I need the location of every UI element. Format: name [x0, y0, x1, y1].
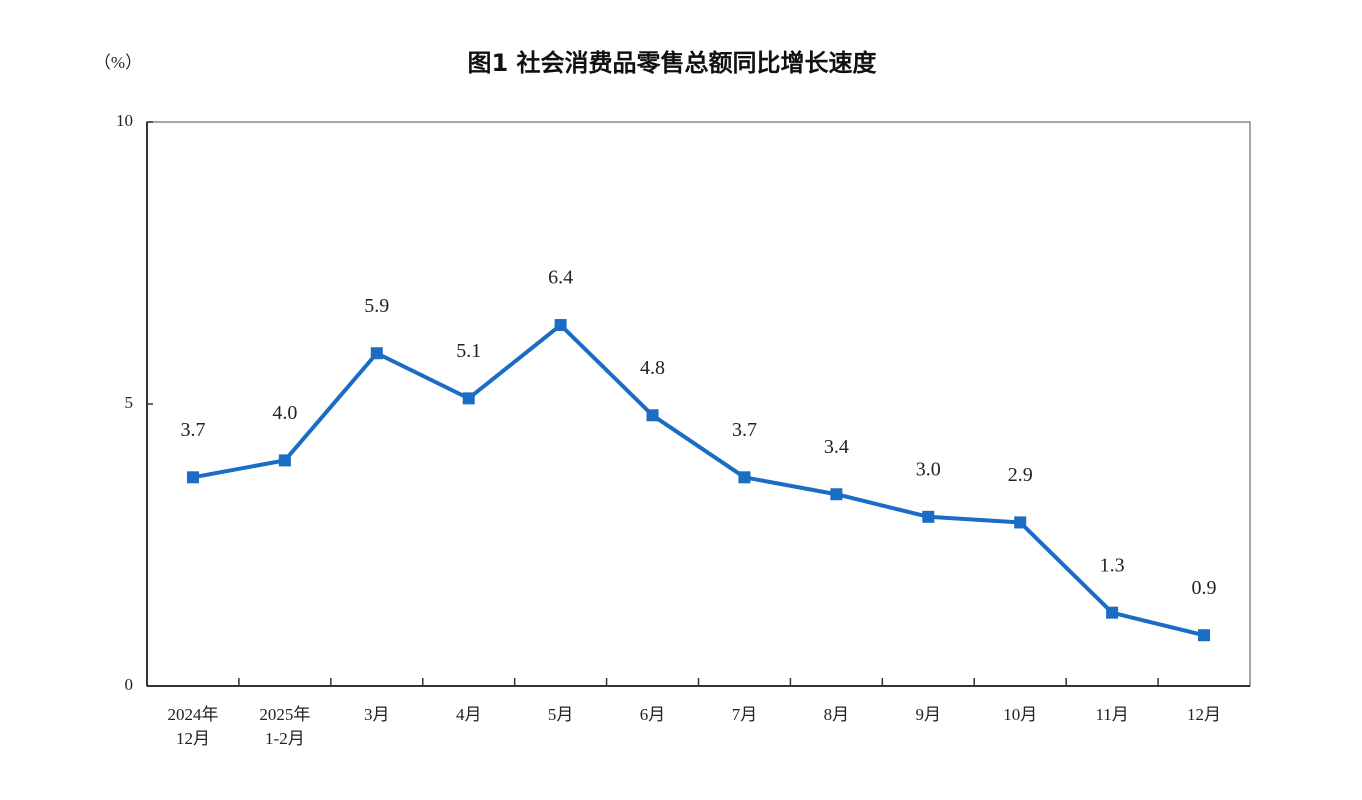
x-tick-label: 6月	[640, 705, 666, 724]
data-label: 3.7	[732, 419, 757, 441]
x-tick-label: 9月	[916, 705, 942, 724]
y-tick-label: 0	[125, 675, 134, 694]
marker	[738, 471, 751, 484]
marker	[1014, 516, 1027, 529]
series-line	[192, 323, 1205, 638]
y-axis-label: （%）	[94, 53, 142, 72]
data-label: 1.3	[1100, 554, 1125, 576]
marker	[646, 409, 659, 422]
marker	[370, 347, 383, 360]
marker	[462, 392, 475, 405]
marker	[1198, 629, 1211, 642]
x-tick-label: 12月	[1187, 705, 1221, 724]
marker	[554, 319, 567, 332]
marker	[278, 454, 291, 467]
marker	[830, 488, 843, 501]
x-tick-label: 5月	[548, 705, 574, 724]
marker	[186, 471, 199, 484]
data-label: 2.9	[1008, 464, 1033, 486]
data-label: 0.9	[1192, 577, 1217, 599]
x-tick-label: 2025年 1-2月	[259, 705, 310, 748]
y-tick-label: 5	[125, 393, 134, 412]
data-label: 6.4	[548, 267, 573, 289]
x-tick-label: 11月	[1095, 705, 1128, 724]
chart-title: 图1 社会消费品零售总额同比增长速度	[467, 49, 877, 77]
plot-frame	[146, 121, 1251, 687]
x-tick-label: 4月	[456, 705, 482, 724]
marker	[1106, 606, 1119, 619]
data-label: 3.0	[916, 458, 941, 480]
x-tick-label: 7月	[732, 705, 758, 724]
data-label: 3.4	[824, 436, 849, 458]
x-tick-label: 8月	[824, 705, 850, 724]
y-tick-label: 10	[116, 111, 133, 130]
x-tick-label: 3月	[364, 705, 390, 724]
data-label: 3.7	[180, 419, 205, 441]
x-tick-label: 2024年 12月	[167, 705, 218, 748]
data-label: 4.8	[640, 357, 665, 379]
data-label: 4.0	[272, 402, 297, 424]
data-label: 5.9	[364, 295, 389, 317]
data-label: 5.1	[456, 340, 481, 362]
x-tick-label: 10月	[1003, 705, 1037, 724]
marker	[922, 510, 935, 523]
